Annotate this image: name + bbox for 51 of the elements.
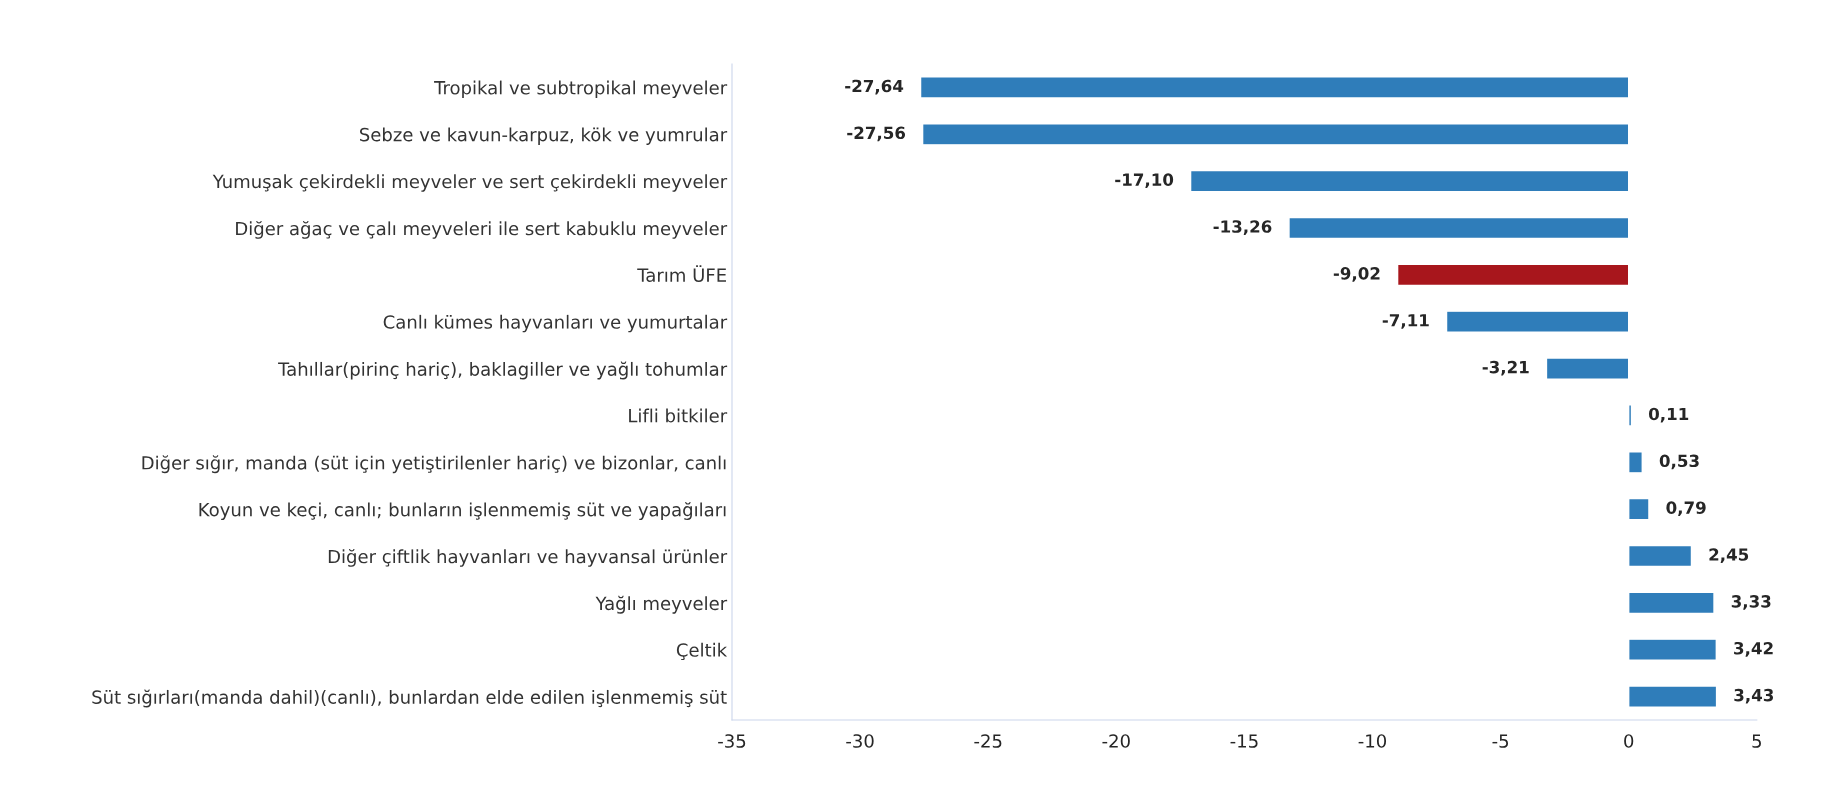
bar xyxy=(1628,497,1650,521)
x-tick-label: -30 xyxy=(846,734,874,748)
data-label: 0,11 xyxy=(1648,407,1689,423)
y-tick-label: Canlı kümes hayvanları ve yumurtalar xyxy=(383,314,728,333)
bar xyxy=(1628,638,1718,661)
x-tick-label: -35 xyxy=(718,734,746,748)
x-tick-label: -15 xyxy=(1230,734,1258,748)
y-tick-label: Çeltik xyxy=(676,642,728,661)
bar xyxy=(1628,591,1715,615)
bar xyxy=(921,123,1630,146)
data-label: -9,02 xyxy=(1333,267,1380,282)
y-tick-label: Diğer sığır, manda (süt için yetiştirilenler hariç) ve bizonlar, canlı xyxy=(142,455,726,474)
x-tick-label: -5 xyxy=(1492,734,1509,748)
bar xyxy=(919,76,1630,99)
data-label: -3,21 xyxy=(1482,360,1529,376)
bar xyxy=(1628,404,1633,427)
bar xyxy=(1445,310,1630,333)
bar xyxy=(1545,357,1630,380)
y-tick-label: Tropikal ve subtropikal meyveler xyxy=(434,80,728,99)
y-tick-label: Diğer ağaç ve çalı meyveleri ile sert kabuklu meyveler xyxy=(236,220,728,239)
data-label: 2,45 xyxy=(1709,548,1749,563)
data-label: 3,43 xyxy=(1734,688,1774,704)
y-tick-label: Sebze ve kavun-karpuz, kök ve yumrular xyxy=(360,127,728,145)
data-label: -17,10 xyxy=(1115,173,1174,189)
bar xyxy=(1628,544,1693,568)
x-tick-label: 0 xyxy=(1624,734,1634,748)
y-tick-label: Koyun ve keçi, canlı; bunların işlenmemiş süt ve yapağıları xyxy=(199,502,726,520)
y-tick-label: Lifli bitkiler xyxy=(629,408,728,423)
y-tick-label: Tarım ÜFE xyxy=(637,265,726,282)
data-label: -7,11 xyxy=(1382,314,1429,329)
bar xyxy=(1288,216,1630,240)
data-label: 0,79 xyxy=(1666,501,1706,517)
x-tick-label: 5 xyxy=(1752,734,1761,748)
x-tick-label: -25 xyxy=(974,734,1002,748)
bar xyxy=(1396,263,1630,287)
data-label: -27,64 xyxy=(845,79,904,95)
x-tick-label: -10 xyxy=(1358,734,1387,748)
y-tick-label: Yağlı meyveler xyxy=(595,595,728,614)
x-tick-label: -20 xyxy=(1102,734,1130,748)
y-tick-label: Süt sığırları(manda dahil)(canlı), bunlardan elde edilen işlenmemiş süt xyxy=(92,689,727,708)
y-tick-label: Diğer çiftlik hayvanları ve hayvansal ürünler xyxy=(328,548,728,567)
y-tick-label: Tahıllar(pirinç hariç), baklagiller ve yağlı tohumlar xyxy=(278,361,728,380)
bar xyxy=(1189,169,1630,193)
y-tick-label: Yumuşak çekirdekli meyveler ve sert çekirdekli meyveler xyxy=(212,174,728,192)
data-label: 0,53 xyxy=(1659,454,1699,470)
data-label: 3,42 xyxy=(1734,641,1773,657)
bar xyxy=(1628,451,1643,474)
data-label: -27,56 xyxy=(847,126,906,142)
data-label: 3,33 xyxy=(1731,595,1771,610)
bar xyxy=(1628,685,1718,708)
data-label: -13,26 xyxy=(1213,220,1272,235)
